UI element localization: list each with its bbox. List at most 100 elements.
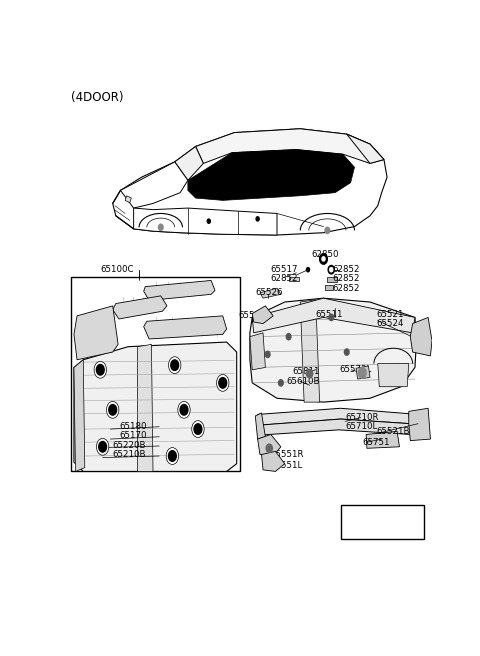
- Polygon shape: [144, 316, 227, 339]
- Text: 65710L: 65710L: [345, 422, 377, 431]
- Text: 65511: 65511: [316, 310, 343, 319]
- Polygon shape: [378, 363, 409, 387]
- Polygon shape: [258, 408, 410, 425]
- Text: 62850: 62850: [312, 250, 339, 258]
- Circle shape: [107, 401, 119, 419]
- Circle shape: [256, 216, 259, 221]
- Polygon shape: [250, 298, 417, 402]
- Bar: [340, 505, 424, 539]
- Text: 65811: 65811: [292, 367, 320, 376]
- Circle shape: [168, 451, 176, 461]
- Circle shape: [359, 367, 366, 378]
- Polygon shape: [120, 162, 188, 208]
- Polygon shape: [137, 344, 153, 472]
- Text: 65572R: 65572R: [238, 312, 272, 320]
- Circle shape: [166, 447, 179, 464]
- Circle shape: [306, 369, 312, 378]
- Circle shape: [266, 444, 272, 453]
- Polygon shape: [252, 306, 273, 323]
- Polygon shape: [356, 366, 370, 379]
- Text: 65551L: 65551L: [271, 461, 303, 470]
- Circle shape: [109, 405, 117, 415]
- Circle shape: [207, 219, 210, 223]
- Circle shape: [320, 254, 327, 264]
- Text: 65180: 65180: [119, 422, 146, 431]
- Circle shape: [328, 266, 335, 274]
- Polygon shape: [188, 150, 355, 200]
- Polygon shape: [74, 359, 85, 472]
- Text: 65157A: 65157A: [82, 322, 115, 331]
- Polygon shape: [300, 300, 320, 402]
- Text: 65513B: 65513B: [117, 305, 151, 314]
- Circle shape: [180, 405, 188, 415]
- Text: 65526: 65526: [255, 288, 283, 297]
- Circle shape: [278, 380, 283, 386]
- Polygon shape: [258, 434, 281, 456]
- Circle shape: [168, 357, 181, 373]
- Text: 65521: 65521: [376, 310, 404, 319]
- Polygon shape: [288, 277, 299, 281]
- Polygon shape: [258, 419, 410, 435]
- Polygon shape: [262, 451, 285, 472]
- Circle shape: [219, 378, 227, 388]
- Text: (4DOOR): (4DOOR): [71, 91, 123, 104]
- Polygon shape: [347, 134, 384, 163]
- Circle shape: [99, 441, 107, 452]
- Text: 65551R: 65551R: [271, 450, 304, 459]
- Circle shape: [345, 349, 349, 356]
- Polygon shape: [260, 288, 281, 298]
- Text: 65100C: 65100C: [100, 265, 134, 274]
- Text: 65521B: 65521B: [376, 427, 410, 436]
- Circle shape: [219, 378, 227, 388]
- Polygon shape: [327, 277, 337, 282]
- Polygon shape: [74, 342, 237, 472]
- Text: 65150: 65150: [175, 283, 202, 293]
- Polygon shape: [366, 432, 399, 448]
- Circle shape: [109, 405, 117, 415]
- Text: 62852: 62852: [333, 274, 360, 283]
- Circle shape: [325, 227, 330, 234]
- Circle shape: [322, 256, 325, 261]
- Circle shape: [265, 351, 270, 358]
- Circle shape: [96, 365, 104, 375]
- Text: 65210B: 65210B: [113, 450, 146, 459]
- Circle shape: [194, 424, 202, 434]
- Text: 62852: 62852: [333, 283, 360, 293]
- Circle shape: [178, 401, 190, 419]
- Text: 62852: 62852: [271, 274, 298, 283]
- Circle shape: [194, 424, 202, 434]
- Polygon shape: [113, 296, 167, 319]
- Text: 65710R: 65710R: [345, 413, 379, 422]
- Text: 65610B: 65610B: [286, 377, 320, 386]
- Polygon shape: [125, 195, 132, 203]
- Polygon shape: [252, 298, 415, 333]
- Polygon shape: [133, 208, 277, 235]
- Circle shape: [171, 360, 179, 371]
- Polygon shape: [196, 129, 384, 163]
- Bar: [71, 277, 240, 472]
- Polygon shape: [144, 281, 215, 300]
- Text: 65524: 65524: [376, 319, 404, 328]
- Text: 1129GD: 1129GD: [355, 515, 390, 523]
- Text: 65170: 65170: [119, 432, 146, 440]
- Circle shape: [330, 268, 333, 272]
- Polygon shape: [113, 129, 387, 235]
- Text: 65751: 65751: [362, 438, 390, 447]
- Text: 65130B: 65130B: [159, 321, 192, 329]
- Circle shape: [329, 314, 334, 321]
- Polygon shape: [255, 413, 265, 439]
- Text: 65220B: 65220B: [113, 441, 146, 450]
- Text: 62852: 62852: [333, 265, 360, 274]
- Circle shape: [192, 420, 204, 438]
- Text: 65572L: 65572L: [339, 365, 371, 375]
- Circle shape: [286, 333, 291, 340]
- Polygon shape: [250, 333, 265, 370]
- Circle shape: [96, 365, 104, 375]
- Polygon shape: [175, 146, 204, 180]
- Circle shape: [99, 441, 107, 452]
- Polygon shape: [325, 285, 333, 291]
- Circle shape: [216, 375, 229, 391]
- Polygon shape: [410, 318, 432, 356]
- Circle shape: [180, 405, 188, 415]
- Circle shape: [306, 268, 310, 272]
